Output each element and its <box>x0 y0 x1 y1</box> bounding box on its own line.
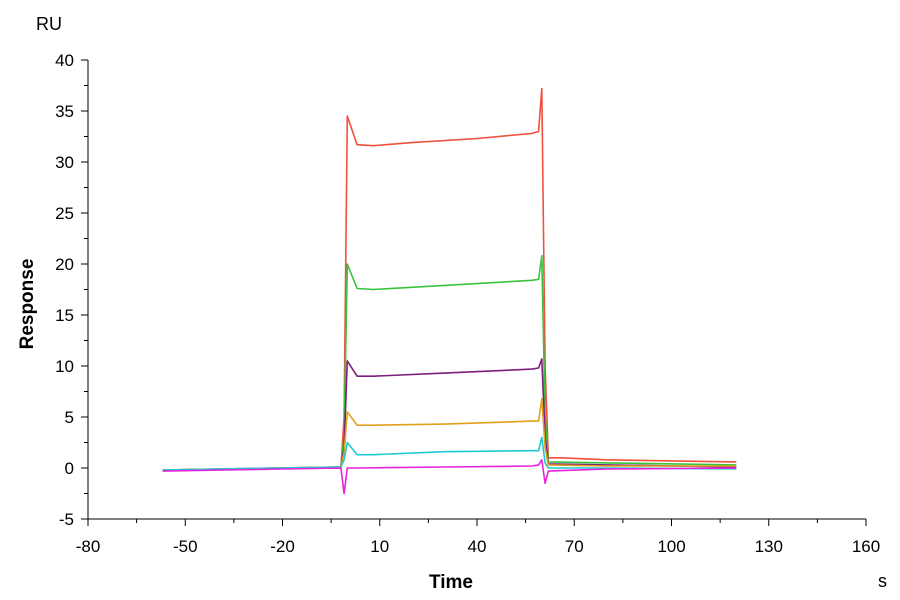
series-line-6 <box>162 458 737 495</box>
series-line-2 <box>162 255 737 471</box>
y-unit-label: RU <box>36 14 62 34</box>
x-tick-label: 70 <box>565 537 584 556</box>
x-axis-title: Time <box>429 572 473 593</box>
y-axis-title: Response <box>17 259 38 350</box>
x-tick-label: 130 <box>755 537 783 556</box>
y-tick-label: -5 <box>59 510 74 529</box>
series-line-3 <box>162 358 737 471</box>
x-tick-label: -20 <box>270 537 295 556</box>
y-tick-label: 35 <box>55 102 74 121</box>
x-tick-label: -80 <box>76 537 101 556</box>
y-tick-label: 15 <box>55 306 74 325</box>
y-tick-label: 30 <box>55 153 74 172</box>
series-line-5 <box>162 436 737 471</box>
x-tick-label: 40 <box>468 537 487 556</box>
series-line-1 <box>162 87 737 471</box>
x-tick-label: 100 <box>657 537 685 556</box>
y-tick-label: 40 <box>55 51 74 70</box>
x-tick-label: 10 <box>370 537 389 556</box>
x-tick-label: 160 <box>852 537 880 556</box>
y-tick-label: 5 <box>65 408 74 427</box>
series-line-4 <box>162 397 737 471</box>
y-tick-label: 25 <box>55 204 74 223</box>
y-tick-label: 10 <box>55 357 74 376</box>
x-unit-label: s <box>878 571 887 591</box>
y-tick-label: 0 <box>65 459 74 478</box>
series-layer <box>162 87 737 495</box>
x-tick-label: -50 <box>173 537 198 556</box>
y-tick-label: 20 <box>55 255 74 274</box>
